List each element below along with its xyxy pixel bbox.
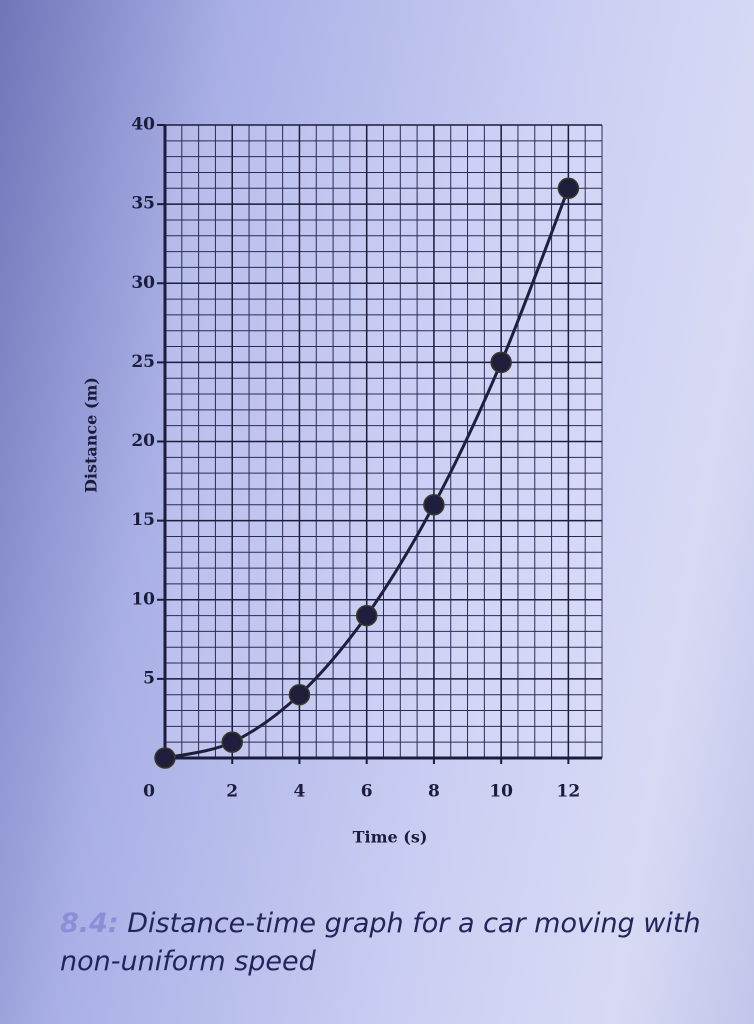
caption-text: Distance-time graph for a car moving wit…	[60, 908, 701, 977]
y-tick-label: 15	[131, 510, 155, 530]
x-tick-label: 2	[226, 782, 238, 802]
data-point	[557, 177, 580, 200]
x-tick-label: 0	[143, 782, 155, 802]
x-axis-label: Time (s)	[353, 828, 428, 847]
data-point	[355, 604, 378, 627]
data-point	[288, 683, 311, 706]
data-line	[164, 187, 570, 760]
data-point	[154, 747, 176, 769]
x-tick-label: 12	[557, 782, 581, 802]
y-tick-label: 35	[131, 194, 155, 214]
x-tick-label: 8	[428, 782, 440, 802]
caption: 8.4: Distance-time graph for a car movin…	[60, 905, 750, 981]
data-point	[490, 351, 512, 374]
caption-number: 8.4:	[60, 908, 119, 939]
y-tick-label: 20	[131, 431, 155, 451]
x-tick-label: 10	[489, 782, 513, 802]
y-axis-label: Distance (m)	[82, 377, 101, 493]
chart: Time (s) Distance (m) 5 10 15 20 25 30 35 40 0 2 4…	[82, 115, 603, 847]
y-tick-label: 10	[131, 589, 155, 609]
x-tick-label: 6	[361, 782, 373, 802]
x-tick-label: 4	[294, 782, 306, 802]
data-point	[221, 731, 243, 753]
y-tick-label: 5	[143, 668, 155, 688]
y-tick-label: 25	[131, 352, 155, 372]
y-tick-label: 30	[131, 273, 155, 293]
y-tick-label: 40	[131, 115, 155, 135]
data-point	[423, 494, 445, 516]
